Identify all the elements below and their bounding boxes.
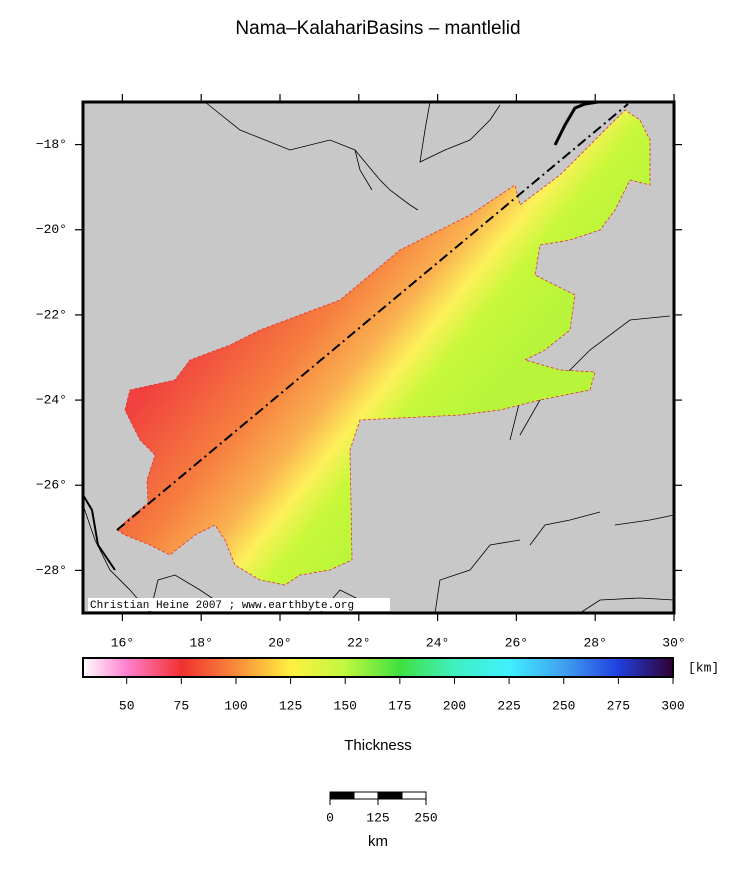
credit-box [88, 598, 390, 611]
x-tick-label: 22° [347, 635, 370, 650]
colorbar-tick-label: 175 [388, 698, 411, 713]
colorbar-tick-label: 150 [334, 698, 357, 713]
credit: Christian Heine 2007 ; www.earthbyte.org [90, 600, 354, 612]
scalebar-segment [401, 791, 427, 800]
y-tick-label: −22° [36, 307, 67, 322]
y-tick-label: −20° [36, 222, 67, 237]
coastline [82, 494, 116, 571]
colorbar [82, 657, 674, 678]
x-tick-label: 18° [189, 635, 212, 650]
colorbar-tick-label: 275 [607, 698, 630, 713]
colorbar-tick-label: 250 [552, 698, 575, 713]
basin-thickness [116, 109, 651, 586]
colorbar-tick-label: 225 [497, 698, 520, 713]
x-tick-label: 28° [583, 635, 606, 650]
colorbar-tick-label: 100 [224, 698, 247, 713]
y-tick-label: −28° [36, 563, 67, 578]
scalebar-tick-label: 125 [366, 810, 389, 825]
x-tick-label: 16° [111, 635, 134, 650]
x-tick-label: 26° [505, 635, 528, 650]
colorbar-tick-label: 125 [279, 698, 302, 713]
y-tick-label: −24° [36, 393, 67, 408]
x-tick-label: 20° [268, 635, 291, 650]
profile-line [116, 103, 629, 531]
scalebar-segment [329, 791, 355, 800]
y-tick-label: −26° [36, 478, 67, 493]
scalebar-segment [377, 791, 403, 800]
map-frame [81, 100, 676, 615]
scalebar-tick-label: 0 [326, 810, 334, 825]
title: Nama–KalahariBasins – mantlelid [235, 18, 520, 39]
x-tick-label: 30° [662, 635, 685, 650]
colorbar-tick-label: 50 [119, 698, 135, 713]
scalebar-segment [353, 791, 379, 800]
scalebar-tick-label: 250 [414, 810, 437, 825]
colorbar-tick-label: 300 [661, 698, 684, 713]
colorbar-label: Thickness [344, 737, 412, 754]
scalebar-unit: km [368, 833, 388, 850]
colorbar-tick-label: 75 [174, 698, 190, 713]
colorbar-unit: [km] [688, 660, 719, 675]
y-tick-label: −18° [36, 137, 67, 152]
x-tick-label: 24° [426, 635, 449, 650]
colorbar-tick-label: 200 [443, 698, 466, 713]
